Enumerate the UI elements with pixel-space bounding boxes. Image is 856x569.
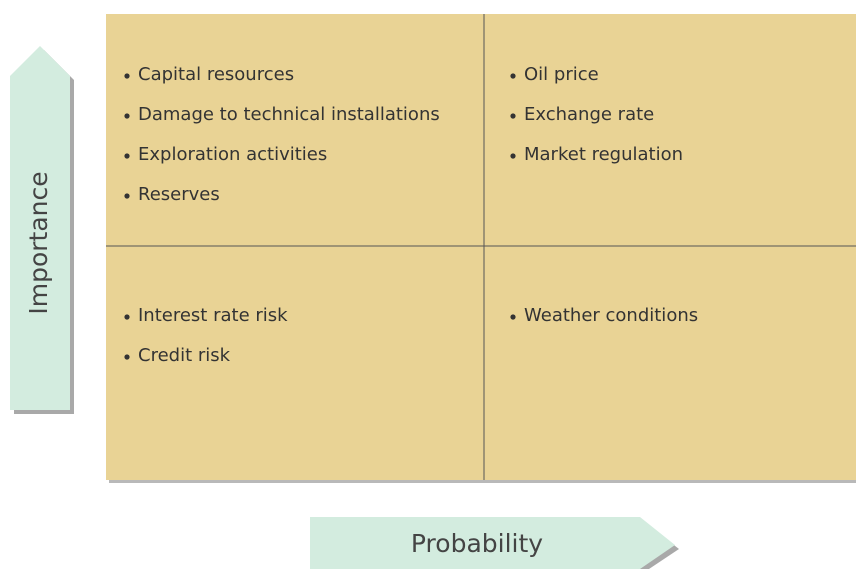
risk-item: Credit risk: [138, 345, 231, 366]
risk-item: Weather conditions: [524, 305, 698, 326]
bullet: [510, 113, 516, 119]
bullet: [124, 193, 130, 199]
importance-label: Importance: [24, 171, 53, 314]
bullet: [124, 153, 130, 159]
bullet: [124, 354, 130, 360]
risk-item: Capital resources: [138, 64, 294, 85]
importance-arrow: [10, 46, 70, 410]
risk-item: Exploration activities: [138, 144, 327, 165]
bullet: [124, 73, 130, 79]
risk-item: Damage to technical installations: [138, 104, 440, 125]
risk-item: Market regulation: [524, 144, 683, 165]
bullet: [124, 314, 130, 320]
risk-item: Exchange rate: [524, 104, 654, 125]
bullet: [124, 113, 130, 119]
risk-item: Oil price: [524, 64, 599, 85]
bullet: [510, 73, 516, 79]
risk-item: Reserves: [138, 184, 220, 205]
risk-item: Interest rate risk: [138, 305, 288, 326]
bullet: [510, 314, 516, 320]
matrix-background: [106, 14, 856, 480]
bullet: [510, 153, 516, 159]
probability-arrow: [310, 517, 675, 569]
probability-label: Probability: [411, 529, 543, 558]
